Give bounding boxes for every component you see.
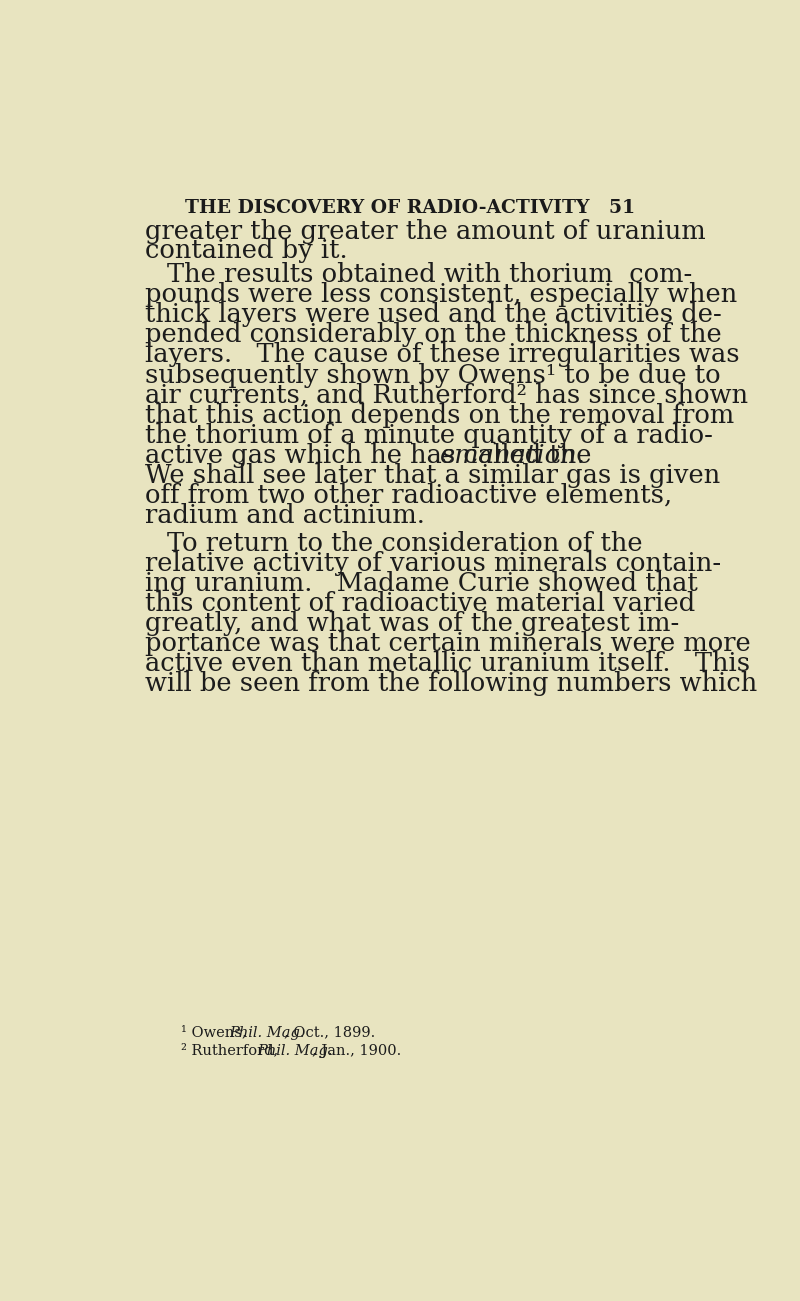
- Text: relative activity of various minerals contain-: relative activity of various minerals co…: [146, 550, 722, 576]
- Text: We shall see later that a similar gas is given: We shall see later that a similar gas is…: [146, 463, 721, 488]
- Text: , Jan., 1900.: , Jan., 1900.: [311, 1043, 401, 1058]
- Text: the thorium of a minute quantity of a radio-: the thorium of a minute quantity of a ra…: [146, 423, 713, 448]
- Text: portance was that certain minerals were more: portance was that certain minerals were …: [146, 631, 751, 656]
- Text: that this action depends on the removal from: that this action depends on the removal …: [146, 402, 734, 428]
- Text: contained by it.: contained by it.: [146, 238, 348, 263]
- Text: To return to the consideration of the: To return to the consideration of the: [167, 531, 642, 556]
- Text: emanation.: emanation.: [440, 442, 586, 467]
- Text: pounds were less consistent, especially when: pounds were less consistent, especially …: [146, 282, 738, 307]
- Text: active even than metallic uranium itself.   This: active even than metallic uranium itself…: [146, 650, 750, 677]
- Text: Phil. Mag.: Phil. Mag.: [230, 1025, 306, 1039]
- Text: ¹ Owens,: ¹ Owens,: [181, 1025, 251, 1039]
- Text: greatly, and what was of the greatest im-: greatly, and what was of the greatest im…: [146, 611, 679, 636]
- Text: will be seen from the following numbers which: will be seen from the following numbers …: [146, 671, 758, 696]
- Text: layers.   The cause of these irregularities was: layers. The cause of these irregularitie…: [146, 342, 740, 367]
- Text: thick layers were used and the activities de-: thick layers were used and the activitie…: [146, 302, 722, 328]
- Text: pended considerably on the thickness of the: pended considerably on the thickness of …: [146, 323, 722, 347]
- Text: this content of radioactive material varied: this content of radioactive material var…: [146, 591, 695, 615]
- Text: Phil. Mag.: Phil. Mag.: [257, 1043, 333, 1058]
- Text: , Oct., 1899.: , Oct., 1899.: [284, 1025, 375, 1039]
- Text: THE DISCOVERY OF RADIO-ACTIVITY   51: THE DISCOVERY OF RADIO-ACTIVITY 51: [185, 199, 635, 217]
- Text: greater the greater the amount of uranium: greater the greater the amount of uraniu…: [146, 220, 706, 245]
- Text: air currents, and Rutherford² has since shown: air currents, and Rutherford² has since …: [146, 382, 748, 407]
- Text: The results obtained with thorium  com-: The results obtained with thorium com-: [167, 263, 692, 288]
- Text: radium and actinium.: radium and actinium.: [146, 502, 425, 528]
- Text: active gas which he has called the: active gas which he has called the: [146, 442, 600, 467]
- Text: ing uranium.   Madame Curie showed that: ing uranium. Madame Curie showed that: [146, 571, 698, 596]
- Text: subsequently shown by Owens¹ to be due to: subsequently shown by Owens¹ to be due t…: [146, 363, 721, 388]
- Text: ² Rutherford,: ² Rutherford,: [181, 1043, 282, 1058]
- Text: off from two other radioactive elements,: off from two other radioactive elements,: [146, 483, 672, 507]
